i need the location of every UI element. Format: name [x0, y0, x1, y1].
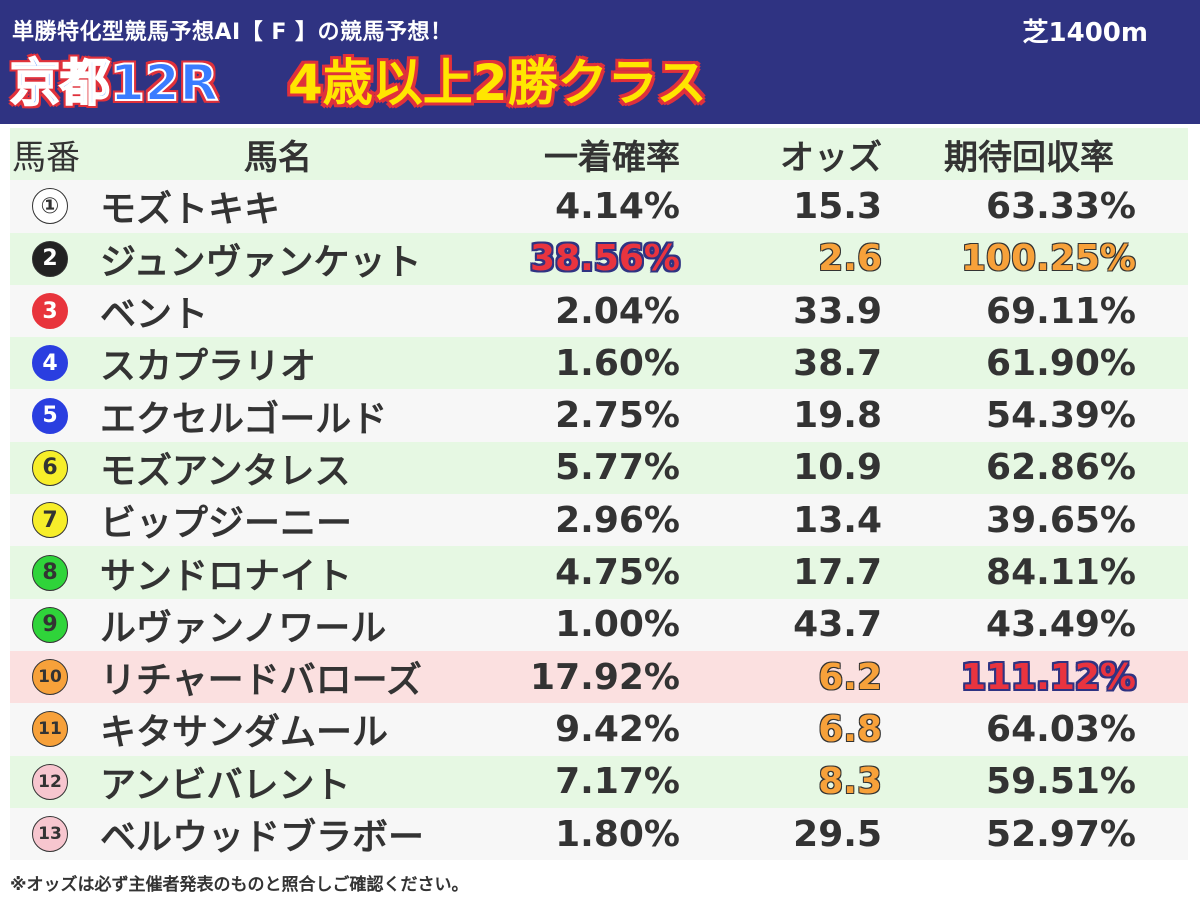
horse-number-badge: 6 [32, 449, 68, 486]
expected-return: 111.12% [961, 656, 1136, 698]
horse-number-badge: 9 [32, 606, 68, 643]
odds: 6.2 [818, 656, 882, 698]
horse-number-badge: 4 [32, 345, 68, 382]
race-name: 京都12R [9, 53, 219, 113]
table-row: 12 アンビバレント 7.17% 8.3 59.51% [10, 755, 1188, 808]
table-row: 4 スカプラリオ 1.60% 38.7 61.90% [10, 337, 1188, 390]
expected-return: 59.51% [986, 761, 1136, 803]
win-prob: 2.96% [555, 499, 680, 541]
expected-return: 63.33% [986, 185, 1136, 227]
table-row: 5 エクセルゴールド 2.75% 19.8 54.39% [10, 389, 1188, 442]
horse-number-badge: 3 [32, 293, 68, 330]
odds: 43.7 [793, 604, 882, 646]
horse-number-badge: 5 [32, 397, 68, 434]
odds: 17.7 [793, 552, 882, 594]
table-row: 10 リチャードバローズ 17.92% 6.2 111.12% [10, 650, 1188, 704]
expected-return: 64.03% [986, 708, 1136, 750]
win-prob: 38.56% [530, 238, 680, 280]
win-prob: 9.42% [555, 708, 680, 750]
horse-number-badge: 11 [32, 711, 68, 748]
expected-return: 69.11% [986, 290, 1136, 332]
table-row: 6 モズアンタレス 5.77% 10.9 62.86% [10, 441, 1188, 495]
win-prob: 5.77% [555, 447, 680, 489]
page-subtitle: 単勝特化型競馬予想AI【 F 】の競馬予想！ [12, 20, 453, 45]
table-row: ① モズトキキ 4.14% 15.3 63.33% [10, 180, 1188, 233]
win-prob: 4.75% [555, 552, 680, 594]
horse-number-badge: ① [32, 188, 68, 225]
horse-name: ベルウッドブラボー [100, 817, 425, 858]
horse-name: ルヴァンノワール [100, 607, 387, 649]
odds: 29.5 [793, 813, 882, 855]
horse-number-badge: 12 [32, 763, 68, 800]
win-prob: 1.00% [555, 604, 680, 646]
table-row: 8 サンドロナイト 4.75% 17.7 84.11% [10, 546, 1188, 599]
column-header-expected-return: 期待回収率 [944, 137, 1114, 178]
horse-name: モズアンタレス [100, 450, 351, 492]
horse-name: ビップジーニー [100, 503, 353, 545]
table-row: 11 キタサンダムール 9.42% 6.8 64.03% [10, 703, 1188, 756]
horse-name: リチャードバローズ [100, 660, 422, 702]
course-label: 芝1400m [1022, 18, 1148, 48]
prediction-table: 馬番 馬名 一着確率 オッズ 期待回収率 ① モズトキキ 4.14% 15.3 … [10, 128, 1188, 861]
odds: 38.7 [793, 342, 882, 384]
win-prob: 17.92% [530, 656, 680, 698]
table-row: 7 ビップジーニー 2.96% 13.4 39.65% [10, 494, 1188, 547]
footnote: ※オッズは必ず主催者発表のものと照合しご確認ください。 [10, 875, 469, 895]
expected-return: 61.90% [986, 342, 1136, 384]
column-header-odds: オッズ [780, 137, 882, 178]
column-header-win-prob: 一着確率 [544, 137, 680, 178]
horse-number-badge: 2 [32, 240, 68, 277]
horse-name: ジュンヴァンケット [100, 241, 422, 283]
odds: 2.6 [818, 238, 882, 280]
table-row: 3 ベント 2.04% 33.9 69.11% [10, 284, 1188, 338]
odds: 10.9 [793, 447, 882, 489]
win-prob: 2.04% [555, 290, 680, 332]
expected-return: 43.49% [986, 604, 1136, 646]
odds: 15.3 [793, 185, 882, 227]
odds: 19.8 [793, 395, 882, 437]
table-row: 13 ベルウッドブラボー 1.80% 29.5 52.97% [10, 807, 1188, 861]
win-prob: 4.14% [555, 185, 680, 227]
horse-name: サンドロナイト [100, 555, 353, 597]
horse-name: アンビバレント [100, 764, 351, 806]
odds: 8.3 [818, 761, 882, 803]
win-prob: 1.80% [555, 813, 680, 855]
odds: 33.9 [793, 290, 882, 332]
win-prob: 2.75% [555, 395, 680, 437]
expected-return: 62.86% [986, 447, 1136, 489]
horse-name: スカプラリオ [100, 346, 317, 388]
race-class: 4歳以上2勝クラス [288, 54, 707, 112]
expected-return: 54.39% [986, 395, 1136, 437]
table-header-row: 馬番 馬名 一着確率 オッズ 期待回収率 [10, 128, 1188, 181]
table-row: 2 ジュンヴァンケット 38.56% 2.6 100.25% [10, 232, 1188, 285]
horse-number-badge: 7 [32, 502, 68, 539]
expected-return: 84.11% [986, 552, 1136, 594]
horse-name: エクセルゴールド [100, 398, 388, 440]
horse-number-badge: 13 [32, 816, 68, 852]
win-prob: 7.17% [555, 761, 680, 803]
horse-name: モズトキキ [100, 189, 281, 231]
expected-return: 39.65% [986, 499, 1136, 541]
horse-name: キタサンダムール [100, 712, 389, 754]
odds: 6.8 [818, 708, 882, 750]
column-header-no: 馬番 [12, 137, 80, 178]
horse-number-badge: 8 [32, 554, 68, 591]
odds: 13.4 [793, 499, 882, 541]
table-row: 9 ルヴァンノワール 1.00% 43.7 43.49% [10, 598, 1188, 651]
win-prob: 1.60% [555, 342, 680, 384]
header-banner: 単勝特化型競馬予想AI【 F 】の競馬予想！ 芝1400m 京都12R 4歳以上… [0, 0, 1200, 124]
column-header-name: 馬名 [244, 137, 312, 178]
expected-return: 100.25% [961, 238, 1136, 280]
expected-return: 52.97% [986, 813, 1136, 855]
horse-name: ベント [100, 294, 209, 336]
horse-number-badge: 10 [32, 659, 68, 696]
